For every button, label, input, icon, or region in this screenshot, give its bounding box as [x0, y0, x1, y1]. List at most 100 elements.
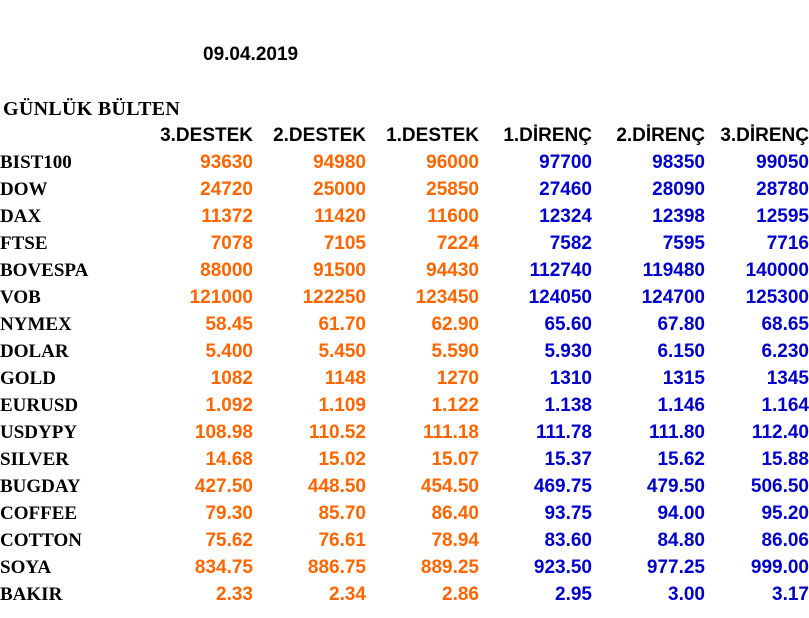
- instrument-name: COTTON: [0, 529, 83, 551]
- support-level-cell: 834.75: [194, 556, 253, 578]
- header-support-1: 1.DESTEK: [386, 124, 479, 146]
- resistance-level-cell: 6.150: [657, 340, 705, 362]
- support-level-cell: 15.02: [318, 448, 366, 470]
- resistance-level-cell: 97700: [539, 151, 592, 173]
- resistance-level-cell: 83.60: [544, 529, 592, 551]
- resistance-level-cell: 15.62: [657, 448, 705, 470]
- support-level-cell: 123450: [415, 286, 479, 308]
- support-level-cell: 24720: [200, 178, 253, 200]
- support-level-cell: 1.122: [431, 394, 479, 416]
- support-level-cell: 5.400: [205, 340, 253, 362]
- resistance-level-cell: 1345: [766, 367, 809, 389]
- resistance-level-cell: 1.138: [544, 394, 592, 416]
- instrument-name: BAKIR: [0, 583, 63, 605]
- resistance-level-cell: 7582: [549, 232, 592, 254]
- support-level-cell: 93630: [200, 151, 253, 173]
- resistance-level-cell: 15.88: [761, 448, 809, 470]
- table-row: SILVER 14.68 15.02 15.07 15.37 15.62 15.88: [0, 446, 809, 473]
- support-level-cell: 11600: [427, 205, 479, 227]
- resistance-level-cell: 12595: [756, 205, 809, 227]
- header-support-2: 2.DESTEK: [273, 124, 366, 146]
- instrument-name: SOYA: [0, 556, 52, 578]
- table-row: DAX 11372 11420 11600 12324 12398 12595: [0, 203, 809, 230]
- support-level-cell: 111.18: [422, 421, 479, 443]
- header-resistance-2: 2.DİRENÇ: [616, 124, 705, 146]
- header-instrument: [0, 122, 140, 149]
- instrument-name: DAX: [0, 205, 42, 227]
- support-level-cell: 11420: [314, 205, 366, 227]
- support-level-cell: 108.98: [194, 421, 253, 443]
- resistance-level-cell: 28780: [756, 178, 809, 200]
- resistance-level-cell: 86.06: [761, 529, 809, 551]
- header-resistance-3: 3.DİRENÇ: [720, 124, 809, 146]
- resistance-level-cell: 124050: [528, 286, 592, 308]
- resistance-level-cell: 12324: [539, 205, 592, 227]
- support-level-cell: 427.50: [194, 475, 253, 497]
- resistance-level-cell: 67.80: [657, 313, 705, 335]
- resistance-level-cell: 112.40: [751, 421, 809, 443]
- support-level-cell: 5.450: [318, 340, 366, 362]
- support-level-cell: 25850: [426, 178, 479, 200]
- resistance-level-cell: 977.25: [646, 556, 705, 578]
- support-level-cell: 76.61: [318, 529, 366, 551]
- table-row: COTTON 75.62 76.61 78.94 83.60 84.80 86.06: [0, 527, 809, 554]
- support-level-cell: 14.68: [205, 448, 253, 470]
- support-level-cell: 15.07: [431, 448, 479, 470]
- resistance-level-cell: 3.17: [772, 583, 809, 605]
- resistance-level-cell: 111.80: [648, 421, 705, 443]
- resistance-level-cell: 1.164: [761, 394, 809, 416]
- support-level-cell: 79.30: [205, 502, 253, 524]
- table-row: USDYPY 108.98 110.52 111.18 111.78 111.80 112.…: [0, 419, 809, 446]
- resistance-level-cell: 119480: [642, 259, 705, 281]
- table-row: BUGDAY 427.50 448.50 454.50 469.75 479.50 506.…: [0, 473, 809, 500]
- table-row: BOVESPA 88000 91500 94430 112740 119480 140000: [0, 257, 809, 284]
- resistance-level-cell: 140000: [745, 259, 809, 281]
- table-row: DOLAR 5.400 5.450 5.590 5.930 6.150 6.230: [0, 338, 809, 365]
- support-level-cell: 886.75: [307, 556, 366, 578]
- support-level-cell: 94430: [426, 259, 479, 281]
- table-row: SOYA 834.75 886.75 889.25 923.50 977.25 999.00: [0, 554, 809, 581]
- support-level-cell: 2.86: [442, 583, 479, 605]
- instrument-name: GOLD: [0, 367, 56, 389]
- resistance-level-cell: 923.50: [533, 556, 592, 578]
- support-level-cell: 1270: [436, 367, 479, 389]
- resistance-level-cell: 65.60: [544, 313, 592, 335]
- bulletin-date: 09.04.2019: [203, 44, 299, 65]
- support-level-cell: 7078: [210, 232, 253, 254]
- resistance-level-cell: 2.95: [555, 583, 592, 605]
- resistance-level-cell: 15.37: [544, 448, 592, 470]
- support-level-cell: 1148: [324, 367, 366, 389]
- support-level-cell: 1.109: [318, 394, 366, 416]
- resistance-level-cell: 125300: [745, 286, 809, 308]
- resistance-level-cell: 93.75: [544, 502, 592, 524]
- resistance-level-cell: 112740: [529, 259, 592, 281]
- header-resistance-1: 1.DİRENÇ: [503, 124, 592, 146]
- support-level-cell: 110.52: [308, 421, 366, 443]
- resistance-level-cell: 28090: [652, 178, 705, 200]
- support-level-cell: 1082: [210, 367, 253, 389]
- resistance-level-cell: 1310: [549, 367, 592, 389]
- support-level-cell: 86.40: [431, 502, 479, 524]
- support-level-cell: 25000: [313, 178, 366, 200]
- support-level-cell: 88000: [200, 259, 253, 281]
- instrument-name: DOW: [0, 178, 48, 200]
- instrument-name: USDYPY: [0, 421, 78, 443]
- support-level-cell: 889.25: [420, 556, 479, 578]
- support-level-cell: 11372: [201, 205, 253, 227]
- resistance-level-cell: 94.00: [657, 502, 705, 524]
- instrument-name: BIST100: [0, 151, 72, 173]
- resistance-level-cell: 99050: [756, 151, 809, 173]
- support-level-cell: 122250: [302, 286, 366, 308]
- resistance-level-cell: 6.230: [761, 340, 809, 362]
- resistance-level-cell: 3.00: [668, 583, 705, 605]
- table-row: BAKIR 2.33 2.34 2.86 2.95 3.00 3.17: [0, 581, 809, 608]
- resistance-level-cell: 1.146: [657, 394, 705, 416]
- table-row: NYMEX 58.45 61.70 62.90 65.60 67.80 68.65: [0, 311, 809, 338]
- resistance-level-cell: 111.78: [535, 421, 592, 443]
- bulletin-title: GÜNLÜK BÜLTEN: [3, 98, 181, 120]
- resistance-level-cell: 1315: [662, 367, 705, 389]
- table-row: VOB 121000 122250 123450 124050 124700 125300: [0, 284, 809, 311]
- support-level-cell: 91500: [313, 259, 366, 281]
- header-row: 3.DESTEK 2.DESTEK 1.DESTEK 1.DİRENÇ 2.Dİ…: [0, 122, 809, 149]
- table-row: EURUSD 1.092 1.109 1.122 1.138 1.146 1.164: [0, 392, 809, 419]
